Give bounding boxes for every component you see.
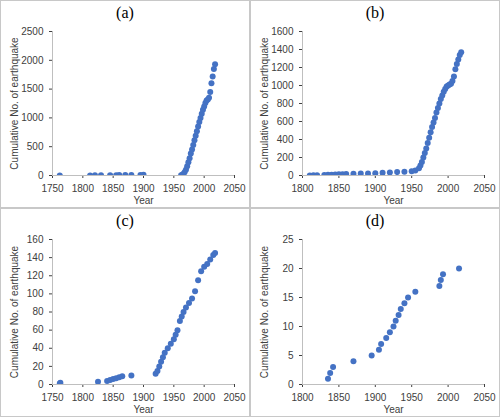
svg-text:1900: 1900 [132,392,155,403]
svg-text:0: 0 [38,170,44,181]
svg-text:1200: 1200 [271,62,294,73]
svg-text:1900: 1900 [364,392,387,403]
svg-text:10: 10 [282,321,294,332]
svg-text:2050: 2050 [473,183,496,194]
svg-text:Year: Year [383,195,404,206]
svg-text:Cumulative No. of earthquake: Cumulative No. of earthquake [9,37,20,170]
svg-text:120: 120 [27,270,44,281]
svg-text:140: 140 [27,252,44,263]
svg-text:1950: 1950 [163,183,186,194]
svg-text:Year: Year [133,195,154,206]
html-text:(b): (b) [365,4,385,21]
svg-text:600: 600 [277,116,294,127]
svg-text:500: 500 [27,141,44,152]
svg-text:0: 0 [288,170,294,181]
svg-text:1000: 1000 [21,112,44,123]
svg-text:2000: 2000 [21,55,44,66]
svg-text:2000: 2000 [193,183,216,194]
svg-text:1800: 1800 [291,183,314,194]
html-text:(c): (c) [116,212,134,229]
svg-text:1800: 1800 [72,183,95,194]
svg-text:2050: 2050 [223,392,246,403]
svg-text:160: 160 [27,234,44,245]
svg-text:1950: 1950 [163,392,186,403]
svg-text:Cumulative No. of earthquake: Cumulative No. of earthquake [259,37,270,170]
svg-text:1400: 1400 [271,44,294,55]
svg-text:40: 40 [32,342,44,353]
svg-text:80: 80 [32,306,44,317]
svg-text:1850: 1850 [328,183,351,194]
svg-text:100: 100 [27,288,44,299]
svg-text:Cumulative No. of earthquake: Cumulative No. of earthquake [9,245,20,378]
svg-text:1900: 1900 [132,183,155,194]
svg-text:20: 20 [282,263,294,274]
html-text:(d): (d) [365,212,385,229]
svg-text:1750: 1750 [41,183,64,194]
svg-text:2000: 2000 [193,392,216,403]
svg-text:Year: Year [383,404,404,415]
svg-text:Year: Year [133,404,154,415]
svg-text:1850: 1850 [102,392,125,403]
svg-text:1800: 1800 [291,392,314,403]
svg-text:1950: 1950 [401,392,424,403]
svg-text:1850: 1850 [328,392,351,403]
svg-text:1600: 1600 [271,26,294,37]
svg-text:15: 15 [282,292,294,303]
svg-text:1800: 1800 [72,392,95,403]
svg-text:1900: 1900 [364,183,387,194]
svg-text:Cumulative No. of earthquake: Cumulative No. of earthquake [259,245,270,378]
svg-text:2050: 2050 [223,183,246,194]
svg-text:2050: 2050 [473,392,496,403]
svg-text:1850: 1850 [102,183,125,194]
svg-text:60: 60 [32,324,44,335]
svg-text:2500: 2500 [21,26,44,37]
svg-text:2000: 2000 [437,392,460,403]
svg-text:0: 0 [38,379,44,390]
svg-text:1500: 1500 [21,83,44,94]
svg-text:0: 0 [288,379,294,390]
svg-text:25: 25 [282,234,294,245]
svg-text:200: 200 [277,152,294,163]
html-text:(a): (a) [116,4,134,21]
svg-text:800: 800 [277,98,294,109]
svg-text:1950: 1950 [401,183,424,194]
svg-text:1000: 1000 [271,80,294,91]
svg-text:1750: 1750 [41,392,64,403]
svg-text:2000: 2000 [437,183,460,194]
svg-text:400: 400 [277,134,294,145]
svg-text:20: 20 [32,361,44,372]
svg-text:5: 5 [288,350,294,361]
